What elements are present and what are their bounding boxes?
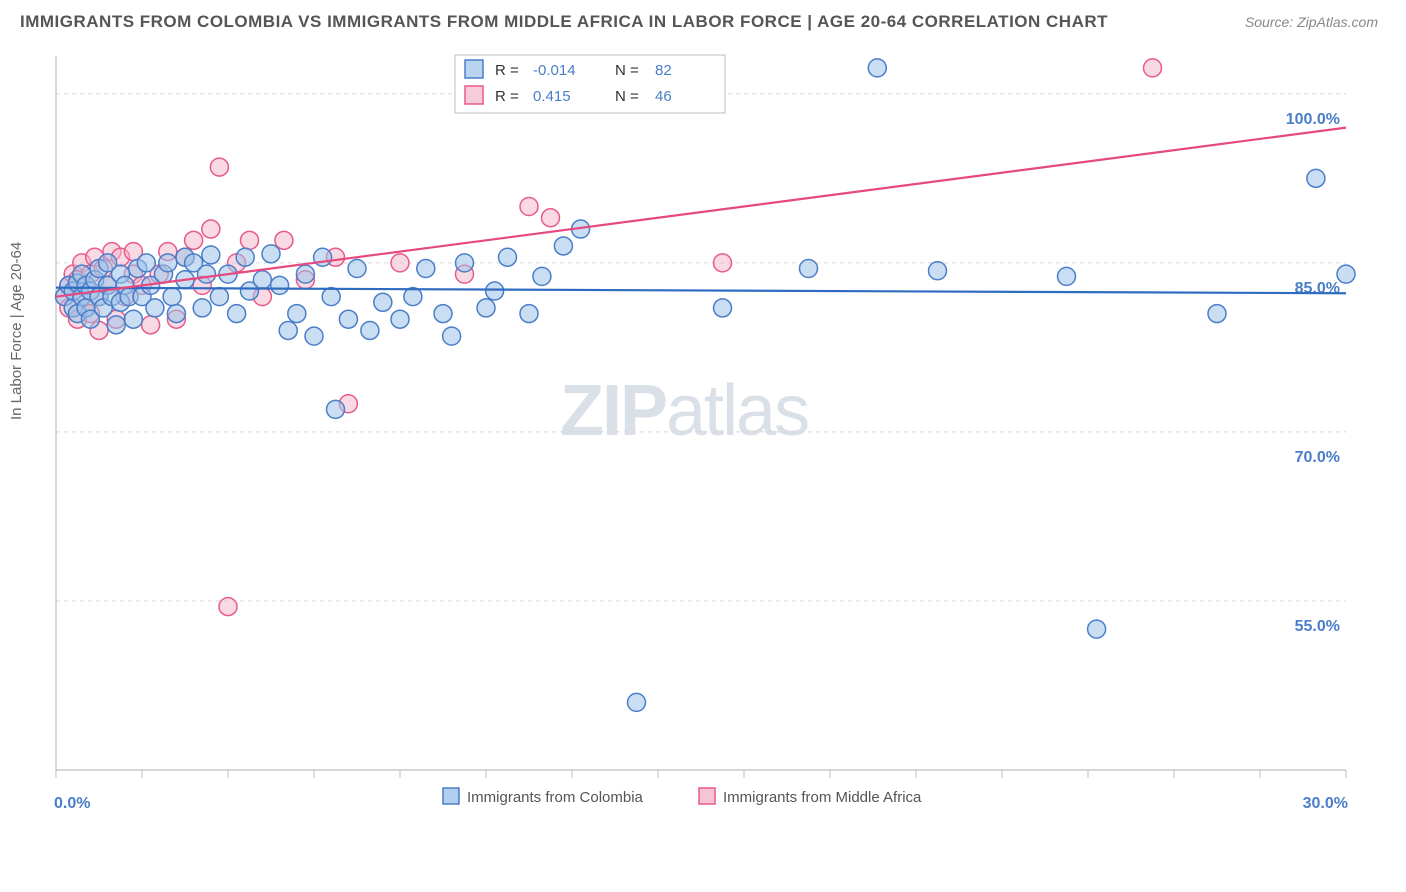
legend-r-label: R = bbox=[495, 62, 519, 79]
legend-swatch bbox=[699, 788, 715, 804]
data-point bbox=[800, 259, 818, 277]
data-point bbox=[628, 693, 646, 711]
y-tick-label: 70.0% bbox=[1295, 449, 1340, 466]
data-point bbox=[202, 246, 220, 264]
data-point bbox=[417, 259, 435, 277]
data-point bbox=[159, 254, 177, 272]
x-tick-label: 0.0% bbox=[54, 795, 90, 812]
data-point bbox=[1337, 265, 1355, 283]
data-point bbox=[142, 316, 160, 334]
data-point bbox=[163, 288, 181, 306]
chart-title: IMMIGRANTS FROM COLOMBIA VS IMMIGRANTS F… bbox=[20, 12, 1108, 32]
source-attribution: Source: ZipAtlas.com bbox=[1245, 14, 1378, 30]
data-point bbox=[520, 305, 538, 323]
trend-line bbox=[56, 128, 1346, 297]
data-point bbox=[391, 254, 409, 272]
legend-r-value: -0.014 bbox=[533, 62, 576, 79]
data-point bbox=[1144, 59, 1162, 77]
data-point bbox=[271, 276, 289, 294]
y-tick-label: 55.0% bbox=[1295, 618, 1340, 635]
data-point bbox=[477, 299, 495, 317]
data-point bbox=[198, 265, 216, 283]
data-point bbox=[404, 288, 422, 306]
data-point bbox=[554, 237, 572, 255]
data-point bbox=[236, 248, 254, 266]
data-point bbox=[391, 310, 409, 328]
legend-r-value: 0.415 bbox=[533, 88, 571, 105]
data-point bbox=[348, 259, 366, 277]
correlation-legend: R = -0.014 N = 82 R = 0.415 N = 46 bbox=[455, 55, 725, 113]
series-legend: Immigrants from Colombia Immigrants from … bbox=[443, 788, 922, 806]
data-point bbox=[137, 254, 155, 272]
data-point bbox=[374, 293, 392, 311]
data-point bbox=[275, 231, 293, 249]
data-point bbox=[167, 305, 185, 323]
data-point bbox=[241, 231, 259, 249]
legend-series-label: Immigrants from Colombia bbox=[467, 789, 644, 806]
data-point bbox=[322, 288, 340, 306]
data-point bbox=[361, 321, 379, 339]
data-point bbox=[305, 327, 323, 345]
data-point bbox=[1088, 620, 1106, 638]
data-point bbox=[327, 400, 345, 418]
data-point bbox=[219, 598, 237, 616]
legend-swatch bbox=[465, 60, 483, 78]
legend-swatch bbox=[465, 86, 483, 104]
x-tick-label: 30.0% bbox=[1303, 795, 1348, 812]
legend-r-label: R = bbox=[495, 88, 519, 105]
data-point bbox=[533, 267, 551, 285]
data-point bbox=[228, 305, 246, 323]
data-point bbox=[929, 262, 947, 280]
data-point bbox=[210, 158, 228, 176]
legend-series-label: Immigrants from Middle Africa bbox=[723, 789, 922, 806]
data-point bbox=[456, 254, 474, 272]
data-point bbox=[262, 245, 280, 263]
data-point bbox=[714, 299, 732, 317]
correlation-scatter-plot: 55.0%70.0%85.0%100.0%0.0%30.0%R =-0.014N… bbox=[46, 48, 1366, 820]
legend-n-label: N = bbox=[615, 62, 639, 79]
data-point bbox=[185, 231, 203, 249]
data-point bbox=[1208, 305, 1226, 323]
data-point bbox=[193, 299, 211, 317]
data-point bbox=[202, 220, 220, 238]
legend-n-value: 46 bbox=[655, 88, 672, 105]
data-point bbox=[107, 316, 125, 334]
legend-n-value: 82 bbox=[655, 62, 672, 79]
data-point bbox=[253, 271, 271, 289]
legend-swatch bbox=[443, 788, 459, 804]
data-point bbox=[542, 209, 560, 227]
data-point bbox=[520, 198, 538, 216]
data-point bbox=[124, 310, 142, 328]
data-point bbox=[499, 248, 517, 266]
data-point bbox=[210, 288, 228, 306]
data-point bbox=[714, 254, 732, 272]
y-tick-label: 100.0% bbox=[1286, 111, 1340, 128]
data-point bbox=[279, 321, 297, 339]
legend-n-label: N = bbox=[615, 88, 639, 105]
data-point bbox=[296, 265, 314, 283]
data-point bbox=[443, 327, 461, 345]
data-point bbox=[146, 299, 164, 317]
data-point bbox=[434, 305, 452, 323]
data-point bbox=[339, 310, 357, 328]
data-point bbox=[486, 282, 504, 300]
data-point bbox=[868, 59, 886, 77]
data-point bbox=[1058, 267, 1076, 285]
y-axis-label: In Labor Force | Age 20-64 bbox=[8, 242, 25, 420]
data-point bbox=[288, 305, 306, 323]
data-point bbox=[1307, 169, 1325, 187]
